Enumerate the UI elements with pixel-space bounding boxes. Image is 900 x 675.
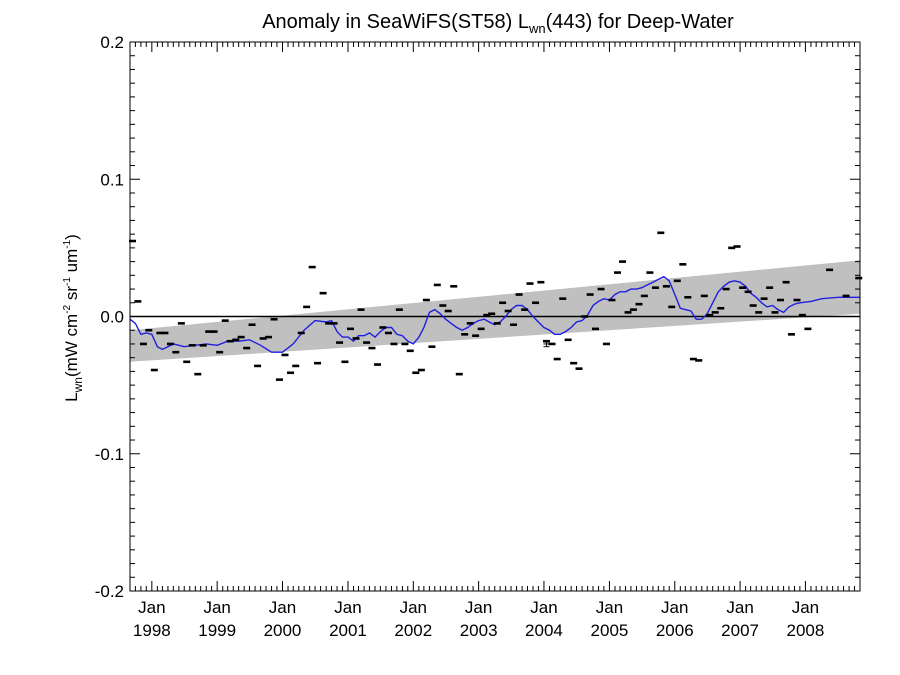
x-tick-label-month: Jan [269, 598, 296, 617]
axes-layer [129, 41, 861, 592]
trend-band-layer [130, 260, 860, 362]
x-tick-label-month: Jan [203, 598, 230, 617]
x-tick-label-month: Jan [400, 598, 427, 617]
x-tick-label-month: Jan [792, 598, 819, 617]
y-tick-label: -0.1 [95, 445, 124, 464]
x-tick-label-month: Jan [726, 598, 753, 617]
y-tick-label: 0.2 [100, 33, 124, 52]
running-mean-line [129, 275, 860, 353]
x-tick-label-month: Jan [661, 598, 688, 617]
trend-band [130, 260, 860, 362]
x-tick-label-year: 2005 [591, 621, 629, 640]
x-tick-label-year: 1998 [133, 621, 171, 640]
x-tick-label-month: Jan [138, 598, 165, 617]
y-tick-label: 0.0 [100, 308, 124, 327]
y-axis-label: Lwn(mW cm-2 sr-1 um-1) [62, 234, 85, 402]
svg-text:Lwn(mW cm-2 sr-1 um-1): Lwn(mW cm-2 sr-1 um-1) [62, 234, 85, 402]
x-tick-label-year: 2007 [721, 621, 759, 640]
x-tick-label-year: 1999 [198, 621, 236, 640]
y-tick-label: -0.2 [95, 582, 124, 601]
tick-labels-layer: 0.2 0.1 0.0 -0.1 -0.2 Jan 1998 Jan 1999 Jan 2000 Ja… [95, 33, 825, 640]
x-tick-label-month: Jan [530, 598, 557, 617]
data-points-layer [129, 231, 863, 381]
error-bar-point [543, 340, 550, 348]
x-tick-label-year: 2000 [264, 621, 302, 640]
x-tick-label-year: 2004 [525, 621, 563, 640]
y-tick-label: 0.1 [100, 170, 124, 189]
x-tick-label-month: Jan [334, 598, 361, 617]
running-mean-layer [129, 275, 860, 353]
chart-title: Anomaly in SeaWiFS(ST58) Lwn(443) for De… [262, 11, 734, 36]
x-tick-label-year: 2003 [460, 621, 498, 640]
x-tick-label-month: Jan [465, 598, 492, 617]
x-tick-label-year: 2002 [394, 621, 432, 640]
x-tick-label-month: Jan [596, 598, 623, 617]
x-tick-label-year: 2008 [787, 621, 825, 640]
x-tick-label-year: 2001 [329, 621, 367, 640]
x-tick-label-year: 2006 [656, 621, 694, 640]
